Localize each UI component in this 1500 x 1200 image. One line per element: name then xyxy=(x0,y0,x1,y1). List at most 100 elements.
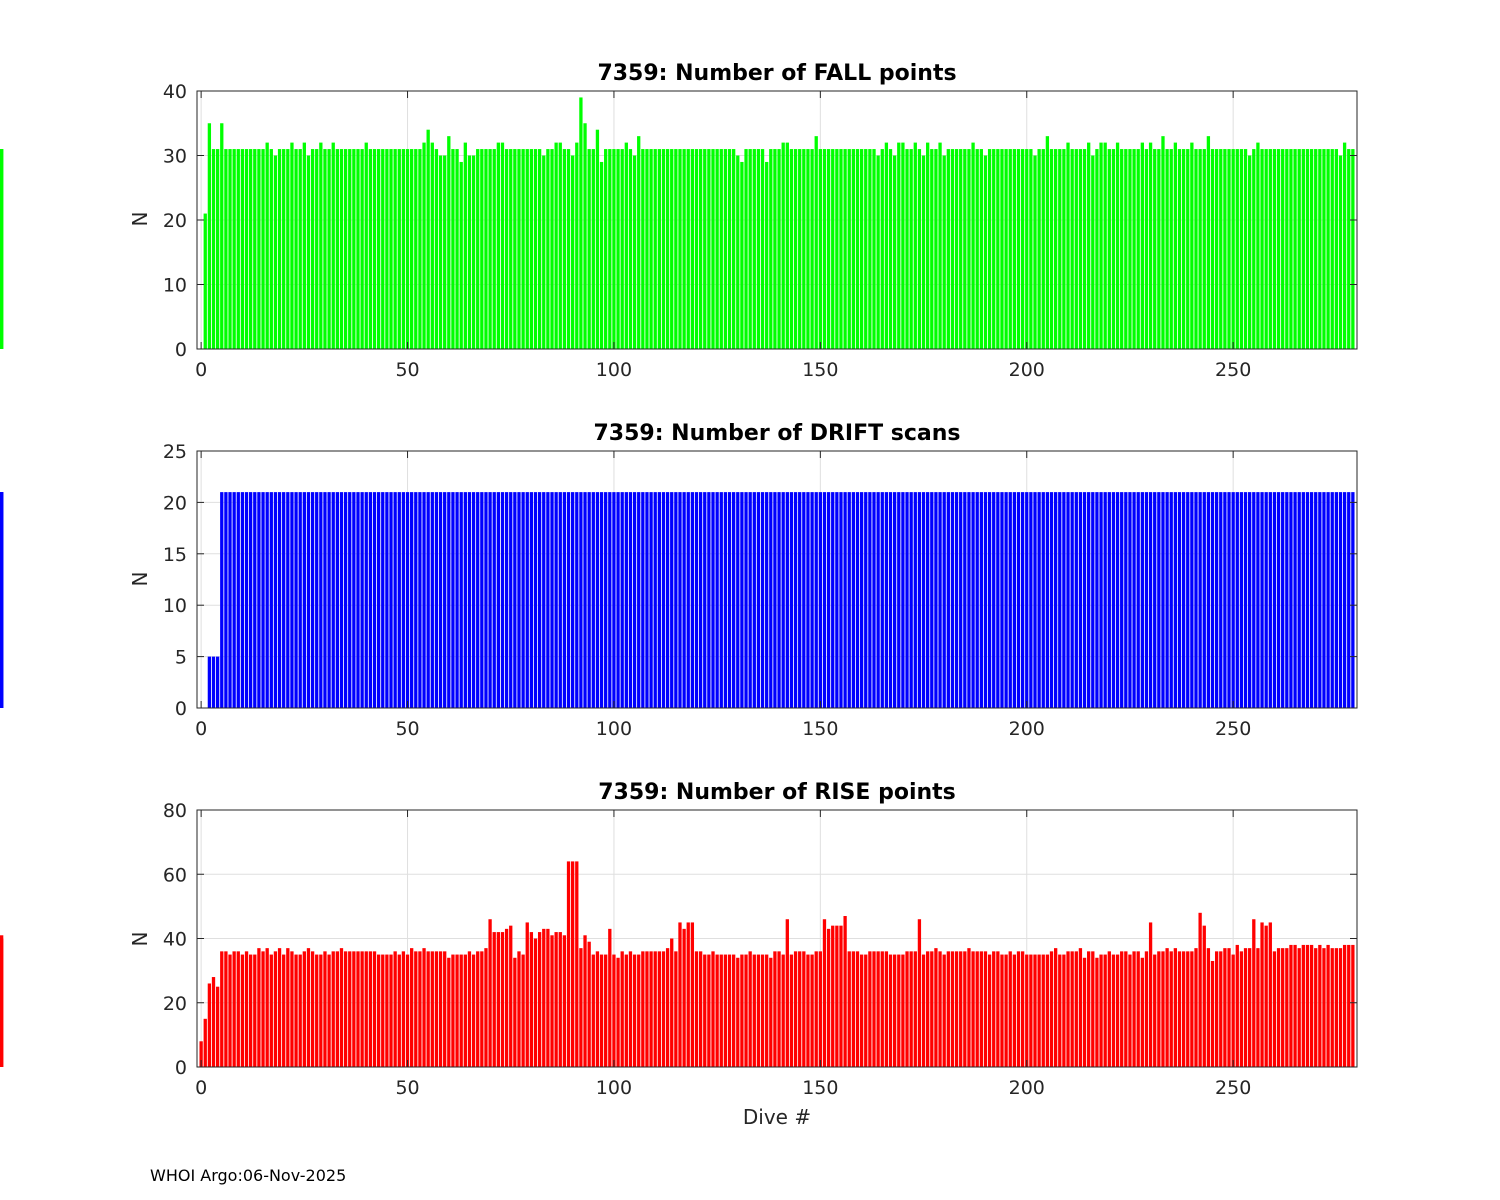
bar xyxy=(641,492,645,708)
bar xyxy=(1144,951,1149,1067)
bar xyxy=(632,492,637,708)
bar xyxy=(430,951,434,1067)
bar xyxy=(604,492,608,708)
bar xyxy=(670,492,674,708)
bar xyxy=(269,954,273,1067)
bar xyxy=(645,149,649,349)
bar xyxy=(1281,948,1285,1067)
bar xyxy=(542,155,546,349)
bar xyxy=(575,142,579,349)
bar xyxy=(814,136,818,349)
bar xyxy=(880,149,884,349)
bar xyxy=(1186,149,1190,349)
bar xyxy=(1115,492,1120,708)
x-axis-label: Dive # xyxy=(743,1105,811,1129)
x-tick-label: 100 xyxy=(596,359,632,381)
bar xyxy=(1049,492,1054,708)
bar xyxy=(1268,922,1272,1067)
bar xyxy=(298,954,302,1067)
bar xyxy=(372,492,377,708)
bar xyxy=(1025,492,1029,708)
bar xyxy=(942,492,946,708)
bar xyxy=(1095,492,1099,708)
bar xyxy=(566,861,571,1067)
bar xyxy=(595,492,600,708)
bar xyxy=(1074,951,1078,1067)
bar xyxy=(220,492,224,708)
bar xyxy=(1000,492,1004,708)
bar xyxy=(1066,492,1070,708)
bar xyxy=(723,954,728,1067)
bar xyxy=(1194,948,1198,1067)
bar xyxy=(257,948,261,1067)
bar xyxy=(1054,492,1058,708)
bar xyxy=(921,492,926,708)
bar xyxy=(1297,149,1301,349)
bar xyxy=(550,149,554,349)
bar xyxy=(674,951,678,1067)
bar xyxy=(715,954,719,1067)
bar xyxy=(1309,944,1314,1067)
bar xyxy=(438,155,443,349)
bar xyxy=(1062,954,1066,1067)
bar xyxy=(343,492,348,708)
bar xyxy=(430,142,434,349)
y-tick-label: 30 xyxy=(163,146,187,168)
bar xyxy=(261,149,265,349)
bar xyxy=(1285,149,1289,349)
bar xyxy=(917,492,922,708)
bar xyxy=(244,492,249,708)
bar xyxy=(847,492,851,708)
bar xyxy=(1305,944,1310,1067)
bar xyxy=(1219,951,1223,1067)
bar xyxy=(616,492,620,708)
bar xyxy=(389,954,393,1067)
bar xyxy=(694,951,699,1067)
bar xyxy=(426,492,430,708)
bar xyxy=(566,492,571,708)
bar xyxy=(843,916,847,1067)
bar xyxy=(1037,492,1041,708)
bar xyxy=(1231,954,1235,1067)
bar xyxy=(294,954,298,1067)
bar xyxy=(554,142,558,349)
bar xyxy=(1297,492,1301,708)
bar xyxy=(1136,951,1140,1067)
bar xyxy=(583,492,587,708)
bar xyxy=(987,954,992,1067)
bar xyxy=(1000,954,1004,1067)
bar xyxy=(707,492,711,708)
bar xyxy=(1115,142,1120,349)
bar xyxy=(649,951,653,1067)
bar xyxy=(756,954,761,1067)
bar xyxy=(1091,155,1095,349)
bar xyxy=(537,492,542,708)
bar xyxy=(1214,149,1219,349)
bar xyxy=(934,149,938,349)
x-tick-label: 150 xyxy=(802,718,838,740)
bar xyxy=(901,492,905,708)
bar xyxy=(1272,951,1277,1067)
bar xyxy=(0,935,4,1067)
bar xyxy=(571,155,575,349)
bar xyxy=(1206,948,1211,1067)
bar xyxy=(1173,492,1178,708)
bar xyxy=(723,492,728,708)
bar xyxy=(211,656,216,708)
bar xyxy=(744,149,748,349)
bar xyxy=(1012,954,1017,1067)
bar xyxy=(1243,149,1248,349)
bar xyxy=(1289,492,1293,708)
bar xyxy=(488,919,492,1067)
bar xyxy=(806,492,810,708)
bar xyxy=(959,149,963,349)
bar xyxy=(1095,149,1099,349)
bar xyxy=(773,149,777,349)
bar xyxy=(451,954,455,1067)
bar xyxy=(1128,149,1132,349)
bar xyxy=(587,149,591,349)
bar xyxy=(438,492,443,708)
bar xyxy=(921,155,926,349)
bar xyxy=(1214,492,1219,708)
bar xyxy=(426,951,430,1067)
